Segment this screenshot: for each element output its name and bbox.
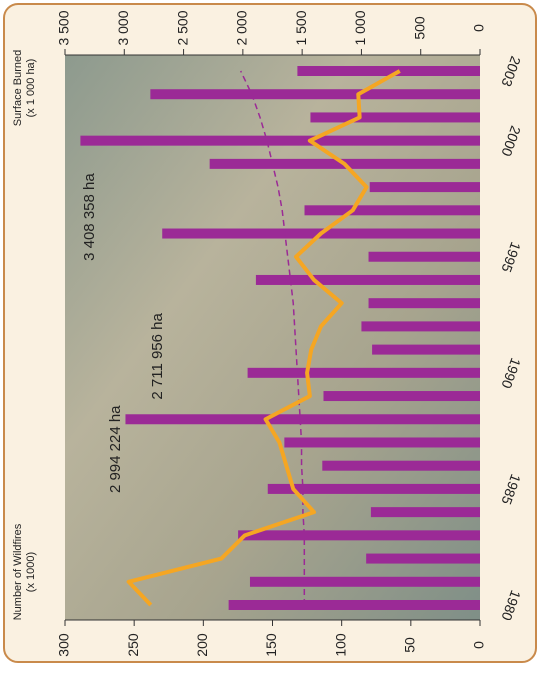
axis-subtitle: (x 1000) xyxy=(25,552,37,592)
y-tick-label: 50 xyxy=(402,637,418,653)
bar xyxy=(368,251,480,262)
bar xyxy=(369,182,480,193)
annotation: 2 994 224 ha xyxy=(107,405,124,493)
bar xyxy=(80,135,481,146)
bar xyxy=(238,530,480,541)
bar xyxy=(370,507,480,518)
bar xyxy=(125,414,480,425)
axis-title: Number of Wildfires xyxy=(12,523,24,620)
bar xyxy=(322,460,480,471)
y-tick-label: 300 xyxy=(56,633,72,657)
bar xyxy=(323,391,480,402)
y2-tick-label: 3 000 xyxy=(115,10,131,45)
bar xyxy=(228,600,480,610)
annotation: 3 408 358 ha xyxy=(81,173,98,261)
y2-tick-label: 2 000 xyxy=(234,10,250,45)
bar xyxy=(372,344,480,355)
y-tick-label: 200 xyxy=(194,633,210,657)
bar xyxy=(297,66,480,76)
bar xyxy=(247,367,480,378)
bar xyxy=(361,321,480,332)
y-tick-label: 150 xyxy=(263,633,279,657)
y2-tick-label: 500 xyxy=(411,16,427,40)
annotation: 2 711 956 ha xyxy=(149,313,166,400)
y2-tick-label: 3 500 xyxy=(56,10,72,45)
bar xyxy=(150,89,480,100)
y-tick-label: 100 xyxy=(332,633,348,657)
y-tick-label: 250 xyxy=(125,633,141,657)
bar xyxy=(267,483,480,494)
bar xyxy=(284,437,480,448)
bar xyxy=(310,112,480,123)
y2-tick-label: 2 500 xyxy=(174,10,190,45)
bar xyxy=(304,205,480,216)
axis-subtitle: (x 1 000 ha) xyxy=(25,59,37,118)
y2-tick-label: 1 000 xyxy=(352,10,368,45)
y2-tick-label: 0 xyxy=(471,24,487,32)
bar xyxy=(368,298,480,309)
bar xyxy=(366,553,480,564)
axis-title: Surface Burned xyxy=(12,50,24,126)
y-tick-label: 0 xyxy=(471,641,487,649)
y2-tick-label: 1 500 xyxy=(293,10,309,45)
bar xyxy=(249,576,480,587)
line xyxy=(126,69,401,607)
bar xyxy=(255,274,480,285)
